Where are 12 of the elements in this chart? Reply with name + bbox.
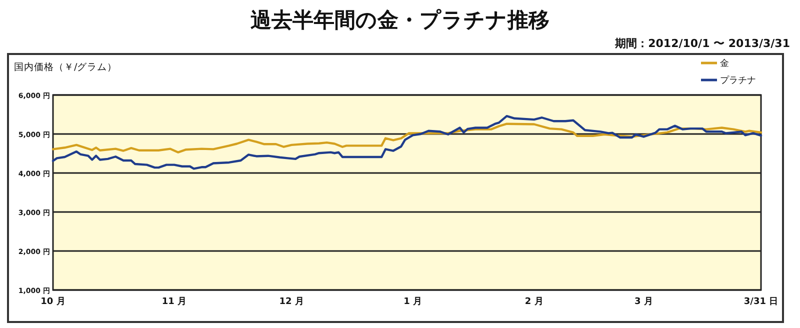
x-tick-label: 10 月 — [40, 296, 66, 307]
x-tick-label: 3 月 — [634, 296, 653, 307]
x-tick-label: 12 月 — [279, 296, 304, 307]
y-axis-title: 国内価格（￥/グラム） — [14, 61, 118, 73]
x-tick-label: 2 月 — [524, 296, 544, 307]
legend-label: 金 — [720, 58, 729, 69]
chart-subtitle: 期間：2012/10/1 〜 2013/3/31 — [614, 37, 790, 50]
x-tick-label: 1 月 — [404, 296, 422, 307]
legend-label: プラチナ — [720, 75, 756, 86]
x-tick-label: 11 月 — [162, 296, 187, 307]
chart-title: 過去半年間の金・プラチナ推移 — [250, 8, 550, 32]
x-tick-label: 3/31 日 — [744, 296, 778, 307]
